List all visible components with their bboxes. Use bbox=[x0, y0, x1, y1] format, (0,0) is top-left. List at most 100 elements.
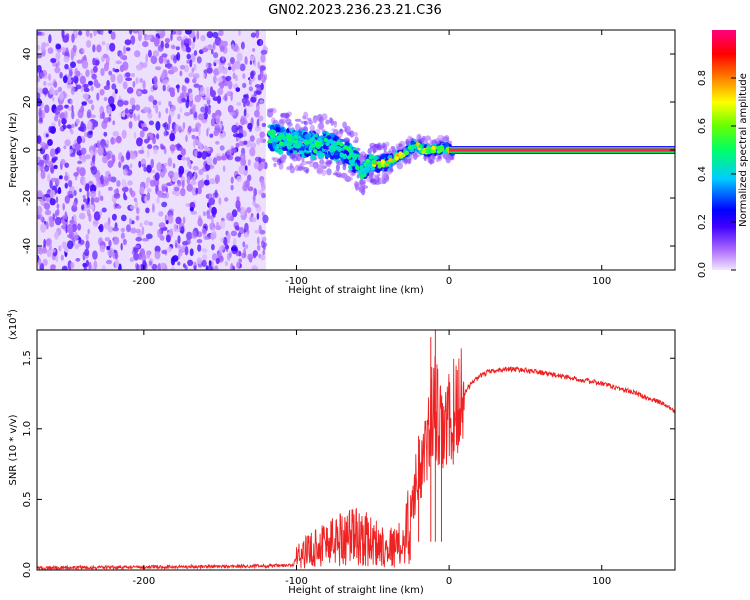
track-halo bbox=[321, 164, 328, 169]
noise-blob bbox=[259, 39, 263, 46]
noise-blob bbox=[157, 44, 164, 52]
noise-blob bbox=[234, 156, 242, 162]
noise-blob bbox=[75, 243, 82, 248]
noise-blob bbox=[173, 223, 178, 232]
track-core bbox=[274, 147, 281, 153]
noise-blob bbox=[90, 160, 96, 168]
noise-blob bbox=[191, 40, 195, 50]
noise-blob bbox=[177, 252, 181, 260]
track-halo bbox=[312, 117, 319, 121]
track-halo bbox=[308, 120, 313, 125]
noise-blob bbox=[59, 125, 64, 132]
track-peak bbox=[394, 156, 399, 161]
noise-blob bbox=[262, 242, 266, 251]
track-peak bbox=[276, 135, 282, 140]
noise-blob bbox=[261, 236, 267, 242]
track-peak bbox=[270, 133, 275, 139]
noise-blob bbox=[179, 107, 183, 113]
noise-blob bbox=[76, 135, 82, 144]
noise-blob bbox=[230, 91, 233, 102]
noise-blob bbox=[198, 168, 204, 176]
noise-blob bbox=[44, 209, 52, 216]
noise-blob bbox=[256, 105, 260, 110]
noise-blob bbox=[236, 207, 241, 212]
track-core bbox=[292, 147, 296, 151]
noise-blob bbox=[56, 203, 60, 209]
track-halo bbox=[325, 119, 330, 125]
track-halo bbox=[333, 129, 339, 136]
noise-blob bbox=[119, 112, 124, 118]
noise-blob bbox=[119, 52, 124, 60]
noise-blob bbox=[70, 98, 73, 105]
noise-blob bbox=[236, 102, 242, 106]
noise-blob bbox=[150, 55, 158, 65]
noise-blob bbox=[114, 68, 120, 73]
noise-blob bbox=[73, 172, 79, 177]
spectrogram-y-label: Frequency (Hz) bbox=[8, 112, 19, 188]
noise-blob bbox=[120, 242, 123, 251]
noise-blob bbox=[124, 39, 132, 46]
noise-blob bbox=[141, 163, 147, 168]
noise-blob bbox=[138, 149, 145, 154]
noise-blob bbox=[234, 60, 241, 70]
noise-blob bbox=[99, 139, 107, 148]
noise-blob bbox=[114, 88, 118, 95]
track-peak bbox=[426, 145, 431, 150]
noise-blob bbox=[107, 173, 112, 182]
noise-blob bbox=[63, 145, 67, 150]
noise-blob bbox=[197, 217, 203, 227]
track-halo bbox=[294, 118, 302, 122]
noise-blob bbox=[250, 96, 257, 103]
track-peak bbox=[355, 165, 360, 170]
y-tick-label: -40 bbox=[22, 238, 33, 254]
noise-blob bbox=[213, 59, 220, 64]
noise-blob bbox=[232, 133, 240, 138]
noise-blob bbox=[260, 178, 265, 187]
noise-blob bbox=[92, 57, 96, 66]
y-tick-label: 0.0 bbox=[22, 562, 33, 578]
noise-blob bbox=[70, 77, 74, 85]
noise-blob bbox=[142, 126, 149, 132]
noise-blob bbox=[181, 97, 187, 103]
noise-blob bbox=[96, 44, 102, 53]
noise-blob bbox=[55, 43, 62, 50]
noise-blob bbox=[48, 160, 54, 168]
noise-blob bbox=[162, 79, 169, 86]
noise-blob bbox=[142, 260, 147, 270]
noise-blob bbox=[262, 214, 269, 224]
track-peak bbox=[358, 169, 364, 174]
noise-blob bbox=[72, 214, 77, 222]
noise-blob bbox=[148, 95, 155, 102]
noise-blob bbox=[86, 190, 90, 199]
noise-blob bbox=[86, 109, 92, 118]
noise-blob bbox=[172, 163, 176, 169]
colorbar-label: Normalized spectral amplitude bbox=[738, 73, 749, 227]
noise-blob bbox=[71, 104, 74, 113]
noise-blob bbox=[72, 44, 77, 53]
noise-blob bbox=[158, 111, 161, 119]
noise-blob bbox=[92, 44, 96, 53]
track-core bbox=[334, 155, 339, 160]
noise-blob bbox=[212, 31, 219, 39]
noise-blob bbox=[86, 123, 92, 132]
noise-blob bbox=[54, 216, 62, 226]
noise-blob bbox=[166, 220, 169, 225]
noise-blob bbox=[101, 264, 106, 270]
track-core bbox=[388, 155, 393, 159]
track-halo bbox=[295, 123, 299, 131]
noise-blob bbox=[93, 197, 100, 203]
noise-blob bbox=[129, 153, 136, 160]
noise-blob bbox=[203, 112, 208, 120]
noise-blob bbox=[257, 61, 261, 69]
noise-blob bbox=[186, 183, 193, 192]
noise-blob bbox=[57, 86, 63, 93]
noise-blob bbox=[238, 140, 245, 146]
noise-blob bbox=[37, 135, 41, 143]
noise-blob bbox=[100, 195, 104, 202]
track-halo bbox=[335, 163, 340, 172]
noise-blob bbox=[169, 89, 176, 98]
noise-blob bbox=[260, 53, 266, 63]
noise-blob bbox=[189, 248, 194, 257]
noise-blob bbox=[156, 196, 160, 204]
noise-blob bbox=[54, 148, 59, 155]
